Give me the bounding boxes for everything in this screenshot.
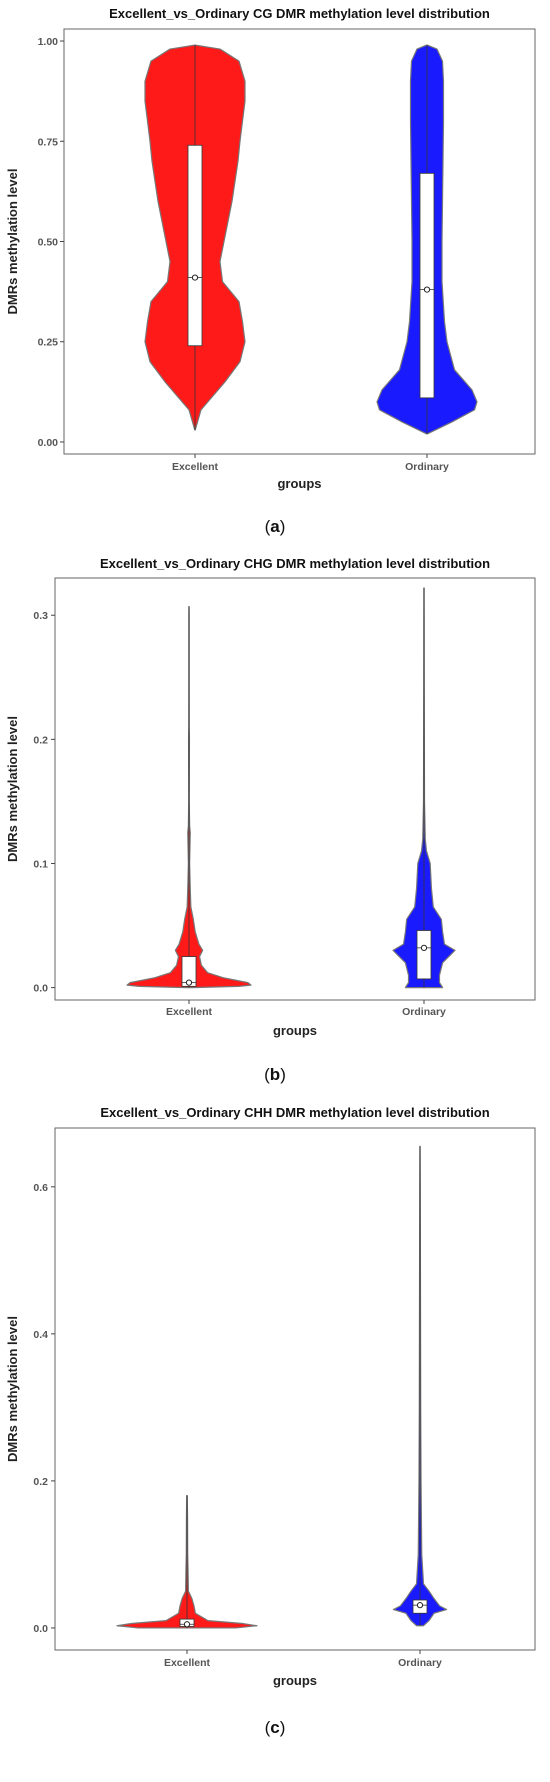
plot-frame [54, 1127, 536, 1651]
chart-title: Excellent_vs_Ordinary CHG DMR methylatio… [100, 556, 490, 571]
median-point [420, 944, 428, 951]
violin-excellent [144, 44, 246, 431]
y-axis-label: DMRs methylation level [5, 1316, 20, 1462]
panel-letter: b [270, 1065, 280, 1084]
violin-ordinary [376, 44, 478, 435]
violin-ordinary [392, 1145, 448, 1627]
chart-title: Excellent_vs_Ordinary CG DMR methylation… [109, 6, 490, 21]
y-tick-label: 0.75 [38, 136, 59, 148]
chart-panel-b: Excellent_vs_Ordinary CHG DMR methylatio… [5, 556, 536, 1084]
median-point [416, 1602, 424, 1609]
x-tick-label: Ordinary [405, 461, 449, 473]
y-tick-label: 0.1 [33, 858, 48, 870]
chart-title: Excellent_vs_Ordinary CHH DMR methylatio… [100, 1105, 489, 1120]
y-tick-label: 0.0 [33, 1623, 48, 1635]
box-iqr [187, 144, 203, 347]
x-axis-label: groups [273, 1023, 317, 1038]
violin-excellent [126, 605, 252, 989]
y-tick-label: 0.50 [38, 237, 59, 249]
chart-panel-c: Excellent_vs_Ordinary CHH DMR methylatio… [5, 1105, 536, 1737]
chart-panel-a: Excellent_vs_Ordinary CG DMR methylation… [5, 6, 536, 536]
y-tick-label: 1.00 [38, 36, 59, 48]
panel-caption: (a) [265, 517, 286, 536]
x-tick-label: Excellent [164, 1657, 211, 1669]
x-tick-label: Excellent [172, 461, 219, 473]
panel-letter: c [270, 1718, 279, 1737]
x-axis-label: groups [273, 1673, 317, 1688]
violin-excellent [116, 1495, 258, 1629]
box-iqr [416, 930, 432, 980]
panel-letter: a [270, 517, 280, 536]
panel-caption: (c) [265, 1718, 286, 1737]
x-tick-label: Ordinary [398, 1657, 442, 1669]
box-iqr [181, 956, 197, 987]
median-point [185, 979, 193, 986]
y-tick-label: 0.00 [38, 437, 59, 449]
panel-caption: (b) [264, 1065, 286, 1084]
y-tick-label: 0.4 [33, 1329, 48, 1341]
x-tick-label: Excellent [166, 1006, 213, 1018]
y-axis-label: DMRs methylation level [5, 169, 20, 315]
median-point [423, 286, 431, 293]
y-tick-label: 0.25 [38, 337, 59, 349]
y-tick-label: 0.2 [33, 1476, 48, 1488]
box-iqr [419, 172, 435, 399]
y-tick-label: 0.0 [33, 983, 48, 995]
y-tick-label: 0.6 [33, 1182, 48, 1194]
median-point [191, 274, 199, 281]
y-axis-label: DMRs methylation level [5, 716, 20, 862]
y-tick-label: 0.3 [33, 610, 48, 622]
x-tick-label: Ordinary [402, 1006, 446, 1018]
violin-ordinary [392, 587, 456, 989]
x-axis-label: groups [277, 476, 321, 491]
median-point [183, 1621, 191, 1628]
y-tick-label: 0.2 [33, 734, 48, 746]
plot-frame [54, 577, 536, 1001]
